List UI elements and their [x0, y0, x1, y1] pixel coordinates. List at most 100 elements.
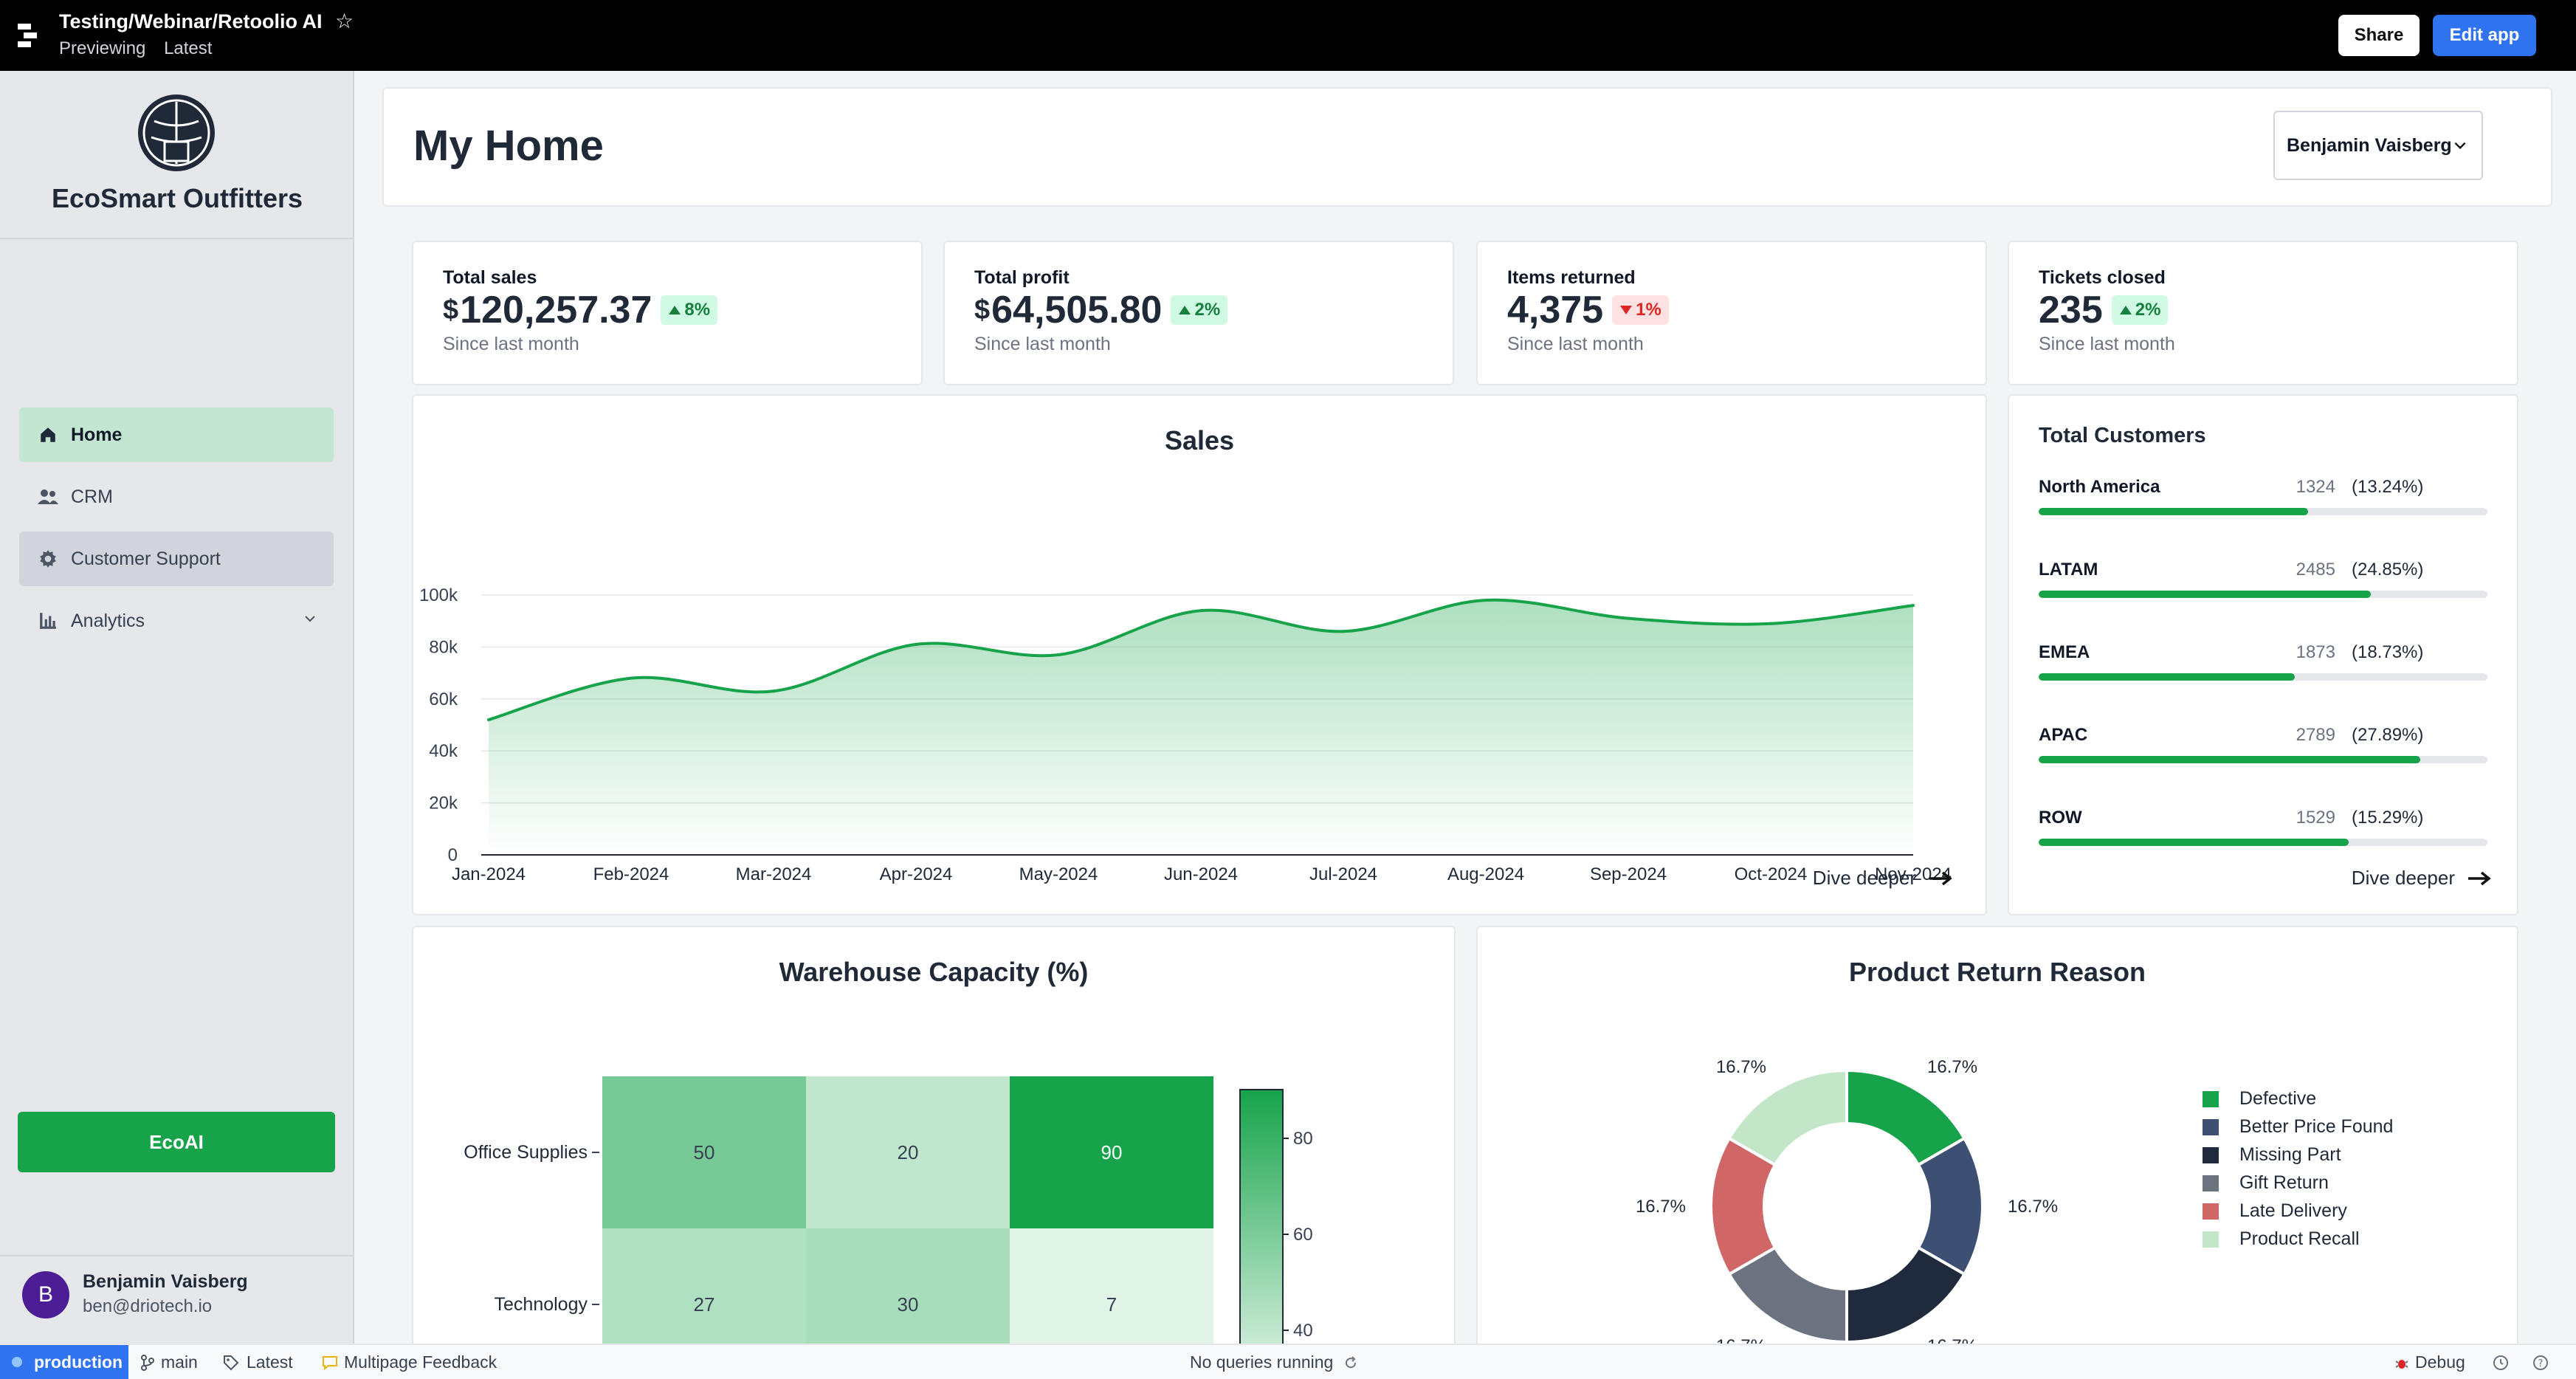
chart-title: Warehouse Capacity (%) [779, 957, 1089, 987]
region-progress-bar [2039, 673, 2487, 681]
y-tick-label: 40k [429, 741, 458, 761]
region-count: 1324 [2296, 477, 2335, 497]
tag-selector[interactable]: Latest [223, 1352, 293, 1372]
sales-point [1057, 653, 1060, 656]
dive-deeper-label: Dive deeper [2351, 867, 2455, 889]
warehouse-capacity-card: Warehouse Capacity (%) Office Supplies 50… [412, 926, 1456, 1354]
legend-label: Gift Return [2239, 1172, 2329, 1193]
sidebar-item-customer-support[interactable]: Customer Support [19, 532, 334, 586]
share-button[interactable]: Share [2338, 15, 2420, 56]
chevron-down-icon[interactable] [303, 611, 317, 626]
return-reason-donut[interactable]: 16.7%16.7%16.7%16.7%16.7%16.7% [1478, 994, 2142, 1348]
branch-label: main [161, 1352, 198, 1372]
sidebar-item-analytics[interactable]: Analytics [19, 594, 334, 648]
bar-chart-icon [37, 610, 59, 632]
region-progress-fill [2039, 756, 2420, 763]
warehouse-heatmap[interactable]: Office Supplies 50 20 90 Technology 27 30 7 80 60… [413, 994, 1454, 1348]
row-label: Office Supplies [464, 1142, 588, 1163]
help-icon[interactable]: ? [2532, 1354, 2549, 1372]
y-tick-label: 80k [429, 637, 458, 657]
sidebar-item-crm[interactable]: CRM [19, 470, 334, 524]
heatmap-cell [806, 1076, 1010, 1228]
cell-value: 50 [694, 1141, 715, 1163]
x-tick-label: Aug-2024 [1447, 864, 1524, 884]
legend-item[interactable]: Gift Return [2203, 1172, 2329, 1194]
region-progress-bar [2039, 839, 2487, 846]
tag-label: Latest [247, 1352, 293, 1372]
chart-title: Product Return Reason [1848, 957, 2146, 987]
slice-label: 16.7% [2008, 1197, 2058, 1217]
cell-value: 7 [1106, 1293, 1117, 1316]
y-tick-label: 0 [448, 845, 458, 865]
status-dot-icon [12, 1357, 22, 1367]
user-select[interactable]: Benjamin Vaisberg [2273, 111, 2483, 180]
kpi-label: Total sales [443, 267, 537, 288]
sidebar-divider [0, 238, 353, 239]
legend-item[interactable]: Missing Part [2203, 1144, 2341, 1166]
branch-selector[interactable]: main [140, 1352, 198, 1372]
sales-point [1912, 604, 1915, 608]
region-percent: (24.85%) [2352, 560, 2424, 580]
edit-app-button[interactable]: Edit app [2433, 15, 2536, 56]
slice-label: 16.7% [1636, 1197, 1686, 1217]
dive-deeper-link[interactable]: Dive deeper [2352, 867, 2492, 890]
version-label[interactable]: Latest [164, 38, 213, 58]
feedback-link[interactable]: Multipage Feedback [322, 1352, 497, 1372]
refresh-icon[interactable] [1343, 1355, 1358, 1370]
legend-swatch [2203, 1231, 2219, 1248]
sidebar-item-label: Home [71, 424, 123, 445]
sales-point [1484, 599, 1487, 602]
legend-item[interactable]: Defective [2203, 1088, 2316, 1110]
app-path: Testing/Webinar/Retoolio AI [59, 10, 323, 32]
kpi-value: 235 2% [2039, 288, 2169, 332]
legend-item[interactable]: Late Delivery [2203, 1200, 2347, 1222]
debug-button[interactable]: Debug [2394, 1352, 2465, 1372]
region-name: EMEA [2039, 642, 2090, 662]
x-tick-label: May-2024 [1019, 864, 1098, 884]
change-badge: 1% [1612, 295, 1669, 325]
sidebar-item-label: Customer Support [71, 548, 221, 569]
star-icon[interactable]: ☆ [335, 10, 354, 32]
legend-swatch [2203, 1175, 2219, 1191]
x-tick-label: Nov-2024 [1875, 864, 1952, 884]
home-icon [37, 424, 59, 446]
legend-item[interactable]: Product Recall [2203, 1228, 2360, 1250]
history-icon[interactable] [2492, 1354, 2510, 1372]
avatar[interactable]: B [22, 1271, 69, 1318]
total-customers-title: Total Customers [2039, 424, 2206, 447]
environment-badge[interactable]: production [0, 1345, 128, 1379]
cell-value: 27 [694, 1293, 715, 1316]
user-select-value: Benjamin Vaisberg [2287, 134, 2452, 156]
kpi-card-tickets-closed: Tickets closed 235 2% Since last month [2008, 241, 2518, 385]
region-progress-fill [2039, 508, 2308, 515]
dive-deeper-link[interactable]: Dive deeper [1813, 867, 1953, 890]
query-status-label: No queries running [1190, 1352, 1334, 1372]
change-badge: 8% [661, 295, 718, 325]
gear-icon [37, 548, 59, 570]
heatmap-cell [806, 1228, 1010, 1348]
change-badge: 2% [1171, 295, 1228, 325]
x-tick-label: Sep-2024 [1590, 864, 1667, 884]
cell-value: 20 [898, 1141, 919, 1163]
arrow-right-icon [2468, 871, 2491, 885]
region-percent: (27.89%) [2352, 725, 2424, 745]
ecoai-button[interactable]: EcoAI [18, 1112, 335, 1172]
slice-label: 16.7% [1927, 1057, 1977, 1077]
sidebar-item-label: CRM [71, 486, 113, 507]
legend-item[interactable]: Better Price Found [2203, 1116, 2393, 1138]
dive-deeper-label: Dive deeper [1812, 867, 1916, 889]
legend-swatch [2203, 1118, 2219, 1135]
region-progress-fill [2039, 839, 2349, 846]
sales-chart[interactable]: 0 20k 40k 60k 80k 100k Jan-2024 Feb-2024 Mar-202… [413, 455, 1986, 898]
sales-point [1342, 630, 1345, 633]
region-name: LATAM [2039, 560, 2098, 580]
sidebar-item-home[interactable]: Home [19, 407, 334, 462]
query-status: No queries running [1190, 1352, 1358, 1372]
kpi-value: $ 120,257.37 8% [443, 288, 718, 332]
users-icon [37, 486, 59, 508]
retool-logo-icon[interactable] [16, 22, 43, 49]
x-tick-label: Feb-2024 [593, 864, 669, 884]
feedback-label: Multipage Feedback [344, 1352, 497, 1372]
environment-label: production [34, 1352, 123, 1372]
region-count: 1529 [2296, 808, 2335, 828]
